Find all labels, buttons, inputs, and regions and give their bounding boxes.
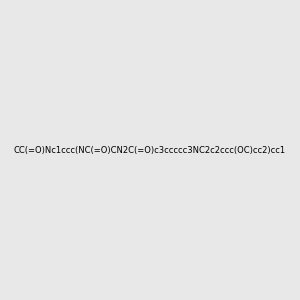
Text: CC(=O)Nc1ccc(NC(=O)CN2C(=O)c3ccccc3NC2c2ccc(OC)cc2)cc1: CC(=O)Nc1ccc(NC(=O)CN2C(=O)c3ccccc3NC2c2… [14, 146, 286, 154]
